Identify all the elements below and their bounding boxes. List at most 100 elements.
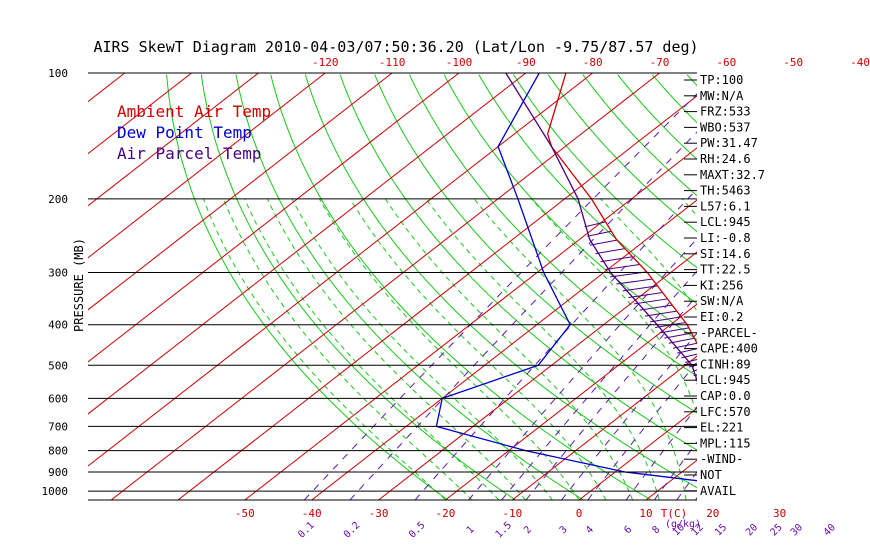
dry-adiabat [478, 74, 697, 305]
cape-hatch [693, 374, 697, 377]
pressure-tick-label: 800 [48, 445, 68, 458]
isotherm [511, 355, 697, 500]
dry-adiabat [582, 74, 697, 197]
mixing-ratio-line [774, 73, 870, 500]
pressure-tick-label: 1000 [42, 485, 69, 498]
index-item: TP:100 [700, 73, 743, 87]
index-item: PW:31.47 [700, 136, 758, 150]
dry-adiabat [513, 74, 697, 269]
moist-adiabat [847, 199, 870, 500]
bottom-temp-tick-label: -10 [502, 507, 522, 520]
isotherm [847, 73, 870, 500]
mixing-ratio-label: 3 [558, 524, 570, 536]
index-item: LCL:945 [700, 215, 751, 229]
mixing-ratio-line [501, 270, 697, 500]
bottom-temp-tick-label: -20 [435, 507, 455, 520]
index-item: LFC:570 [700, 405, 751, 419]
cape-hatch [664, 332, 692, 339]
moist-adiabat [202, 198, 446, 500]
index-item: L57:6.1 [700, 199, 751, 213]
index-item: CAPE:400 [700, 342, 758, 356]
bottom-temp-tick-label: 20 [706, 507, 719, 520]
mixing-ratio-line [349, 131, 697, 500]
isotherm [578, 407, 697, 500]
y-axis-label: PRESSURE (MB) [72, 238, 86, 332]
isotherm [780, 73, 870, 500]
pressure-tick-label: 700 [48, 420, 68, 433]
index-item: EI:0.2 [700, 310, 743, 324]
mixing-ratio-label: 8 [651, 524, 663, 536]
legend-item: Air Parcel Temp [117, 144, 262, 163]
cape-hatch [692, 369, 697, 372]
dry-adiabat [791, 75, 870, 500]
dry-adiabat [200, 74, 516, 500]
pressure-tick-label: 300 [48, 267, 68, 280]
isotherm [88, 73, 593, 467]
legend-item: Dew Point Temp [117, 123, 252, 142]
moist-adiabat [384, 198, 634, 500]
pressure-tick-label: 900 [48, 466, 68, 479]
isotherm [88, 73, 326, 259]
mixing-ratio-label: 25 [768, 522, 784, 538]
moist-adiabat [531, 198, 697, 415]
mixing-ratio-label: 0.1 [296, 520, 317, 541]
mixing-ratio-line [468, 237, 697, 500]
index-item: SI:14.6 [700, 247, 751, 261]
top-temp-tick-label: -120 [312, 56, 339, 69]
bottom-temp-tick-label: 30 [773, 507, 786, 520]
mixing-ratio-label: 0.5 [407, 520, 428, 541]
dry-adiabat [860, 75, 870, 500]
cape-hatch [639, 304, 673, 311]
pressure-tick-label: 400 [48, 319, 68, 332]
bottom-temp-tick-label: -50 [235, 507, 255, 520]
isotherm [0, 73, 58, 500]
bottom-temp-unit: T(C) [661, 507, 688, 520]
mixing-ratio-label: 4 [584, 524, 596, 536]
mixing-ratio-label: 20 [744, 522, 760, 538]
mixing-ratio-label: 1.5 [494, 520, 515, 541]
isotherm [88, 73, 192, 155]
index-item: CAP:0.0 [700, 389, 751, 403]
dry-adiabat [443, 74, 697, 341]
bottom-temp-tick-label: -40 [302, 507, 322, 520]
cape-hatch [644, 310, 677, 317]
moist-adiabat [244, 198, 500, 500]
legend: Ambient Air Temp Dew Point Temp Air Parcel… [117, 102, 271, 163]
index-item: AVAIL [700, 484, 736, 498]
index-item: MW:N/A [700, 89, 744, 103]
top-temp-tick-label: -40 [850, 56, 870, 69]
mixing-ratio-label: 1 [465, 524, 477, 536]
chart-title: AIRS SkewT Diagram 2010-04-03/07:50:36.2… [93, 38, 698, 56]
top-temp-tick-label: -100 [446, 56, 473, 69]
index-item: NOT [700, 468, 722, 482]
index-item: MPL:115 [700, 436, 751, 450]
top-temp-tick-label: -90 [516, 56, 536, 69]
series-line [505, 73, 697, 383]
cape-hatch [605, 263, 640, 270]
mixing-ratio-line [795, 73, 870, 500]
mixing-ratio-label: 40 [822, 522, 838, 538]
legend-item: Ambient Air Temp [117, 102, 271, 121]
moist-adiabat [820, 199, 858, 500]
dry-adiabat [304, 74, 697, 489]
bottom-temp-tick-label: 0 [576, 507, 583, 520]
index-item: -WIND- [700, 452, 743, 466]
index-item: MAXT:32.7 [700, 168, 765, 182]
mixing-ratio-line [414, 188, 697, 500]
moist-adiabat [349, 198, 607, 500]
dry-adiabat [617, 74, 697, 161]
cape-hatch [616, 278, 653, 285]
isotherm [88, 73, 527, 415]
mixing-ratio-label: 0.2 [342, 520, 363, 541]
dry-adiabat [651, 74, 697, 124]
isotherm [177, 95, 697, 500]
dry-adiabat [339, 74, 697, 451]
isotherm [445, 303, 697, 500]
mixing-ratio-line [828, 73, 870, 500]
dry-adiabat [235, 74, 584, 500]
cape-hatch [595, 248, 626, 255]
index-item: EL:221 [700, 421, 743, 435]
index-item: RH:24.6 [700, 152, 751, 166]
isotherm [88, 73, 393, 311]
